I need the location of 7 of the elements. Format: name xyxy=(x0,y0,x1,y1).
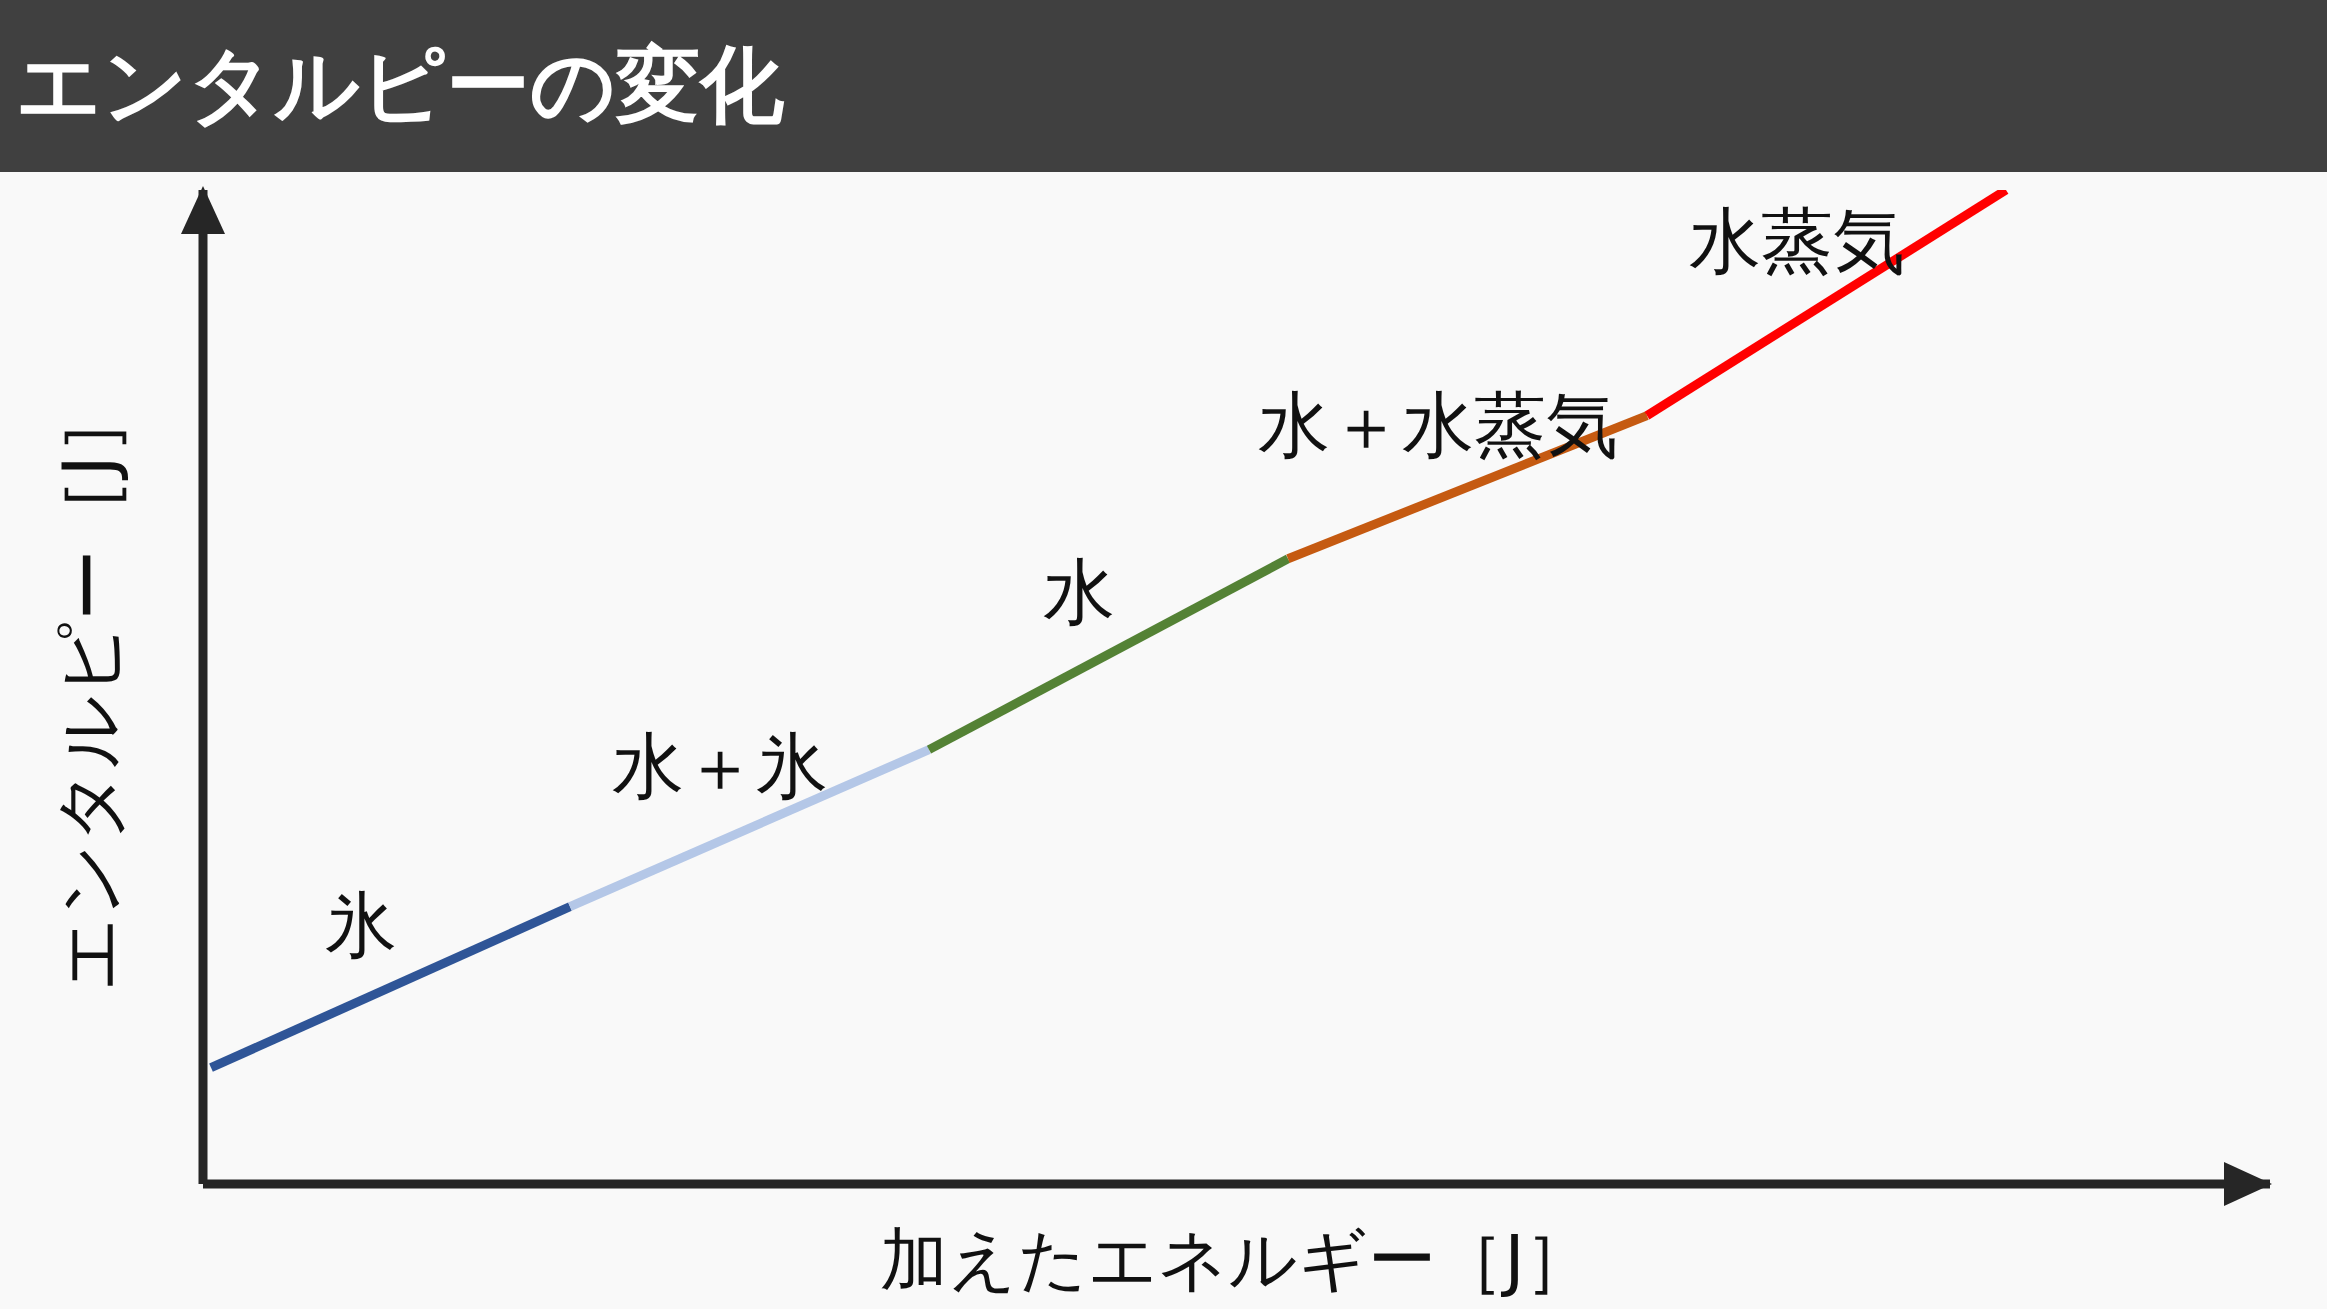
series-label: 水 xyxy=(1042,550,1115,635)
chart-title: エンタルピーの変化 xyxy=(0,0,2327,172)
y-axis-title: エンタルピー［J］ xyxy=(46,383,131,991)
series-label: 水＋氷 xyxy=(611,724,828,809)
x-axis-title: 加えたエネルギー［J］ xyxy=(880,1220,1593,1299)
series-label: 氷 xyxy=(324,883,397,968)
series-label: 水蒸気 xyxy=(1688,198,1905,283)
